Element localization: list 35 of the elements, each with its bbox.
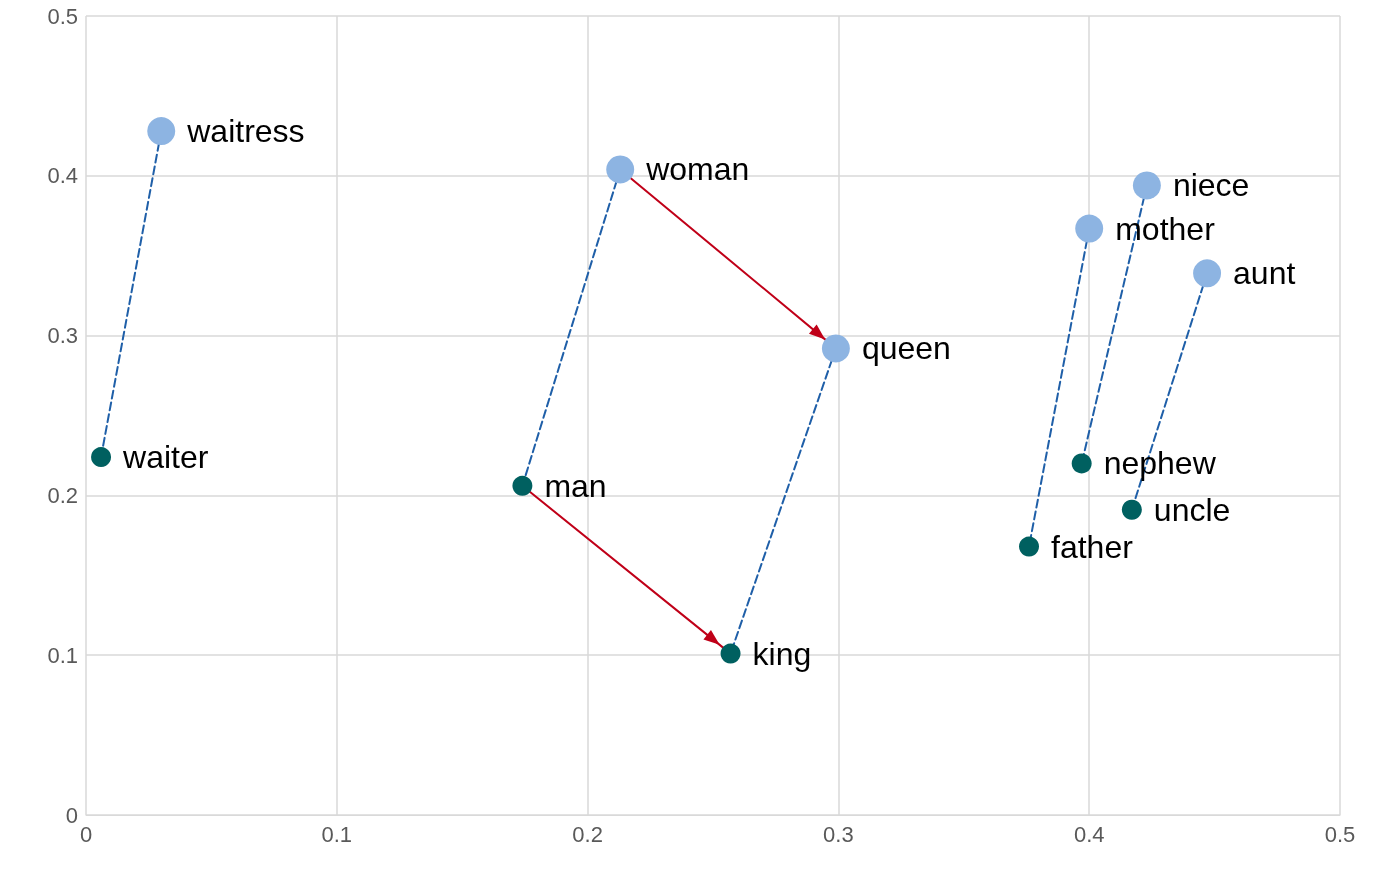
data-label: queen: [861, 330, 951, 367]
point: [1121, 499, 1142, 520]
point: [1132, 171, 1161, 200]
data-label: woman: [645, 151, 750, 188]
point: [91, 447, 112, 468]
point: [606, 155, 635, 184]
data-label: father: [1051, 528, 1134, 565]
y-tick-label: 0: [65, 802, 78, 828]
y-tick-label: 0.4: [47, 163, 78, 189]
x-tick-label: 0.1: [321, 821, 353, 847]
point: [147, 117, 176, 146]
x-tick-label: 0.2: [572, 821, 603, 847]
point: [1019, 536, 1040, 557]
data-label: nephew: [1103, 445, 1217, 482]
y-tick-label: 0.5: [47, 3, 78, 29]
data-label: mother: [1115, 210, 1216, 247]
point: [720, 643, 741, 664]
data-label: niece: [1172, 167, 1250, 204]
data-label: waiter: [122, 439, 209, 476]
point: [821, 334, 850, 363]
y-tick-label: 0.3: [47, 323, 78, 349]
data-label: man: [544, 467, 607, 504]
y-tick-label: 0.1: [47, 642, 78, 668]
x-tick-label: 0.5: [1324, 821, 1356, 847]
x-tick-label: 0.3: [823, 821, 854, 847]
x-tick-label: 0.4: [1073, 821, 1105, 847]
data-label: aunt: [1233, 255, 1296, 292]
point: [1075, 214, 1104, 243]
point: [1071, 453, 1092, 474]
y-tick-label: 0.2: [47, 482, 78, 508]
point: [512, 475, 533, 496]
data-label: uncle: [1153, 491, 1231, 528]
point: [1193, 259, 1222, 288]
data-label: king: [752, 635, 812, 672]
data-label: waitress: [186, 113, 305, 150]
